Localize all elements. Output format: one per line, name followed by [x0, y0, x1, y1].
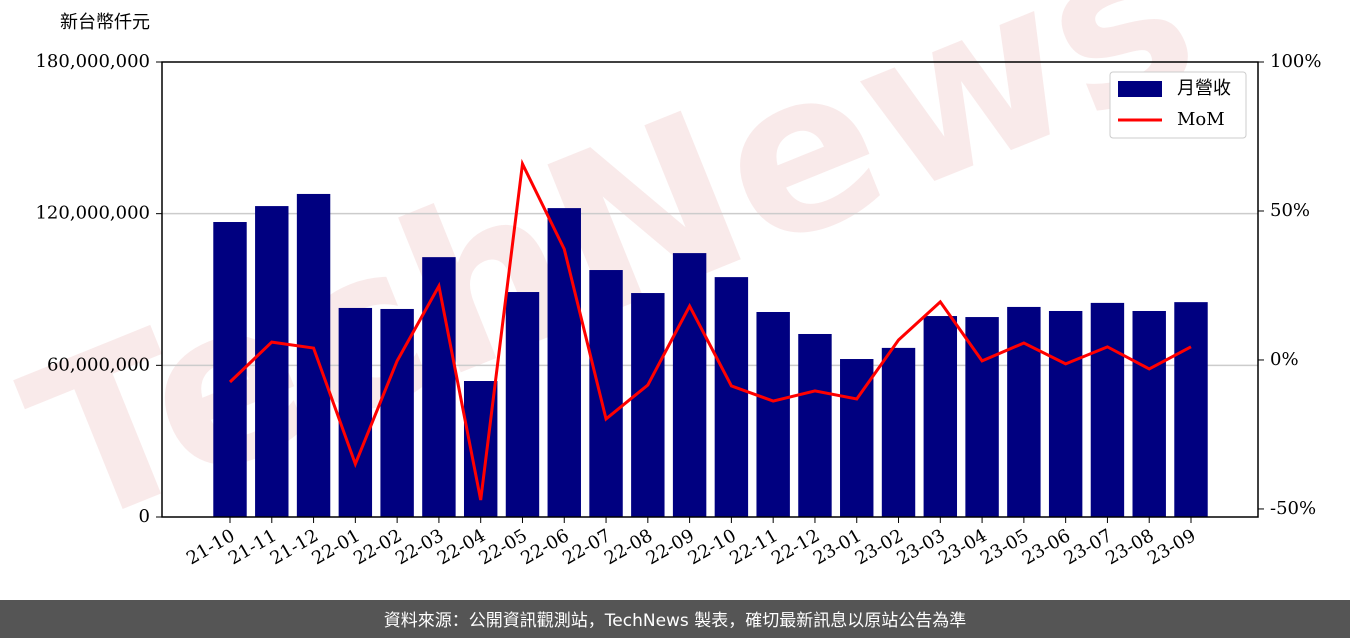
bar [1174, 302, 1208, 517]
y-tick-label: 60,000,000 [47, 354, 150, 375]
bar [255, 206, 289, 518]
bar [505, 292, 540, 517]
bar [756, 311, 790, 517]
footer-band [0, 600, 1350, 638]
footer: 資料來源：公開資訊觀測站，TechNews 製表，確切最新訊息以原站公告為準 [384, 611, 966, 631]
mom-line [228, 158, 1192, 501]
y-tick-label: 0 [139, 506, 150, 527]
unit-label: 新台幣仟元 [60, 12, 150, 33]
y-tick-label: 120,000,000 [35, 203, 150, 224]
legend-label: MoM [1177, 109, 1225, 130]
bar [923, 316, 958, 517]
bar [1132, 310, 1166, 517]
y-tick-label: 180,000,000 [35, 51, 150, 72]
bar [631, 293, 665, 517]
bar [798, 333, 832, 517]
bar [1007, 306, 1041, 517]
bar [296, 193, 331, 517]
bar [422, 257, 456, 517]
y2-tick-label: 100% [1270, 51, 1321, 72]
bar [965, 317, 999, 517]
bar [714, 277, 749, 517]
x-tick-label: 23-09 [1144, 525, 1199, 569]
bar [589, 270, 623, 517]
bar [1048, 310, 1083, 517]
bar [547, 208, 581, 517]
legend-label: 月營收 [1177, 78, 1231, 99]
y2-tick-label: -50% [1270, 498, 1316, 519]
bar [672, 253, 707, 517]
bar [338, 307, 373, 517]
plot-frame [161, 61, 1259, 518]
legend-swatch [1118, 81, 1162, 97]
y2-tick-label: 50% [1270, 200, 1310, 221]
y2-tick-label: 0% [1270, 349, 1299, 370]
bar [881, 347, 916, 517]
bar [1090, 302, 1125, 517]
